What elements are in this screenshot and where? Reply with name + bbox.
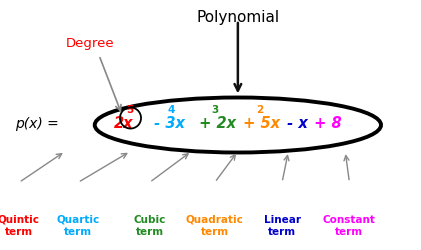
Text: 2: 2 — [256, 105, 263, 115]
Text: Linear
term: Linear term — [264, 215, 301, 236]
Text: Cubic
term: Cubic term — [133, 215, 165, 236]
Text: Quintic
term: Quintic term — [0, 215, 40, 236]
Text: + 8: + 8 — [309, 116, 342, 131]
Text: 4: 4 — [168, 105, 175, 115]
Text: 5: 5 — [126, 105, 133, 115]
Text: Polynomial: Polynomial — [196, 10, 280, 25]
Text: 2x: 2x — [114, 116, 133, 131]
Text: p(x) =: p(x) = — [15, 117, 63, 131]
Text: Constant
term: Constant term — [323, 215, 376, 236]
Text: Quadratic
term: Quadratic term — [186, 215, 244, 236]
Text: + 5x: + 5x — [238, 116, 280, 131]
Text: 3: 3 — [211, 105, 219, 115]
Text: - 3x: - 3x — [149, 116, 185, 131]
Text: Quartic
term: Quartic term — [56, 215, 99, 236]
Text: + 2x: + 2x — [194, 116, 236, 131]
Text: Degree: Degree — [66, 37, 115, 50]
Text: - x: - x — [282, 116, 308, 131]
